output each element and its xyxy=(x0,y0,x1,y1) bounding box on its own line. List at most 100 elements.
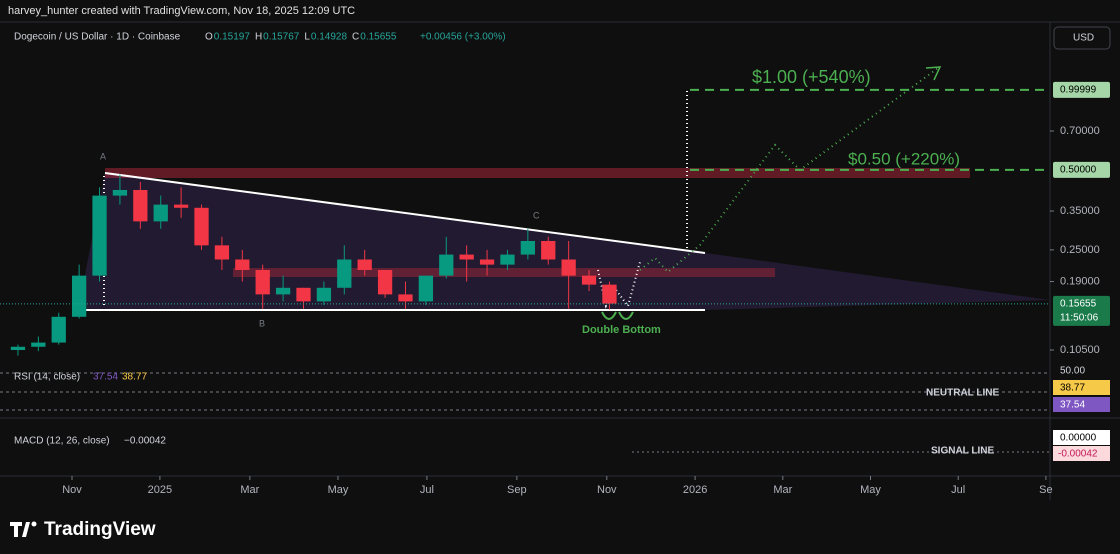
ohlc-value: 0.15767 xyxy=(263,32,300,43)
rsi-tag xyxy=(1053,397,1110,412)
candle-body xyxy=(10,346,26,351)
candle-body xyxy=(71,275,87,317)
candle-body xyxy=(520,240,535,255)
footer xyxy=(0,503,1120,549)
x-tick-label: Nov xyxy=(597,484,617,496)
candle-body xyxy=(51,316,66,343)
x-tick-label: Mar xyxy=(773,484,792,496)
ohlc-key: O xyxy=(205,32,213,43)
candle-body xyxy=(31,342,46,347)
annotation: A xyxy=(100,151,106,161)
candle-body xyxy=(337,259,352,288)
rsi-ma-tag xyxy=(1053,380,1110,395)
candle-body xyxy=(479,259,495,265)
currency[interactable]: USD xyxy=(1073,33,1094,44)
change: +0.00456 (+3.00%) xyxy=(420,32,506,43)
macd-zero-label: 0.00000 xyxy=(1060,433,1097,444)
candle-body xyxy=(275,287,291,295)
macd-note: SIGNAL LINE xyxy=(931,446,994,457)
target-tag xyxy=(1053,81,1110,98)
candle-body xyxy=(398,294,413,302)
ohlc-key: C xyxy=(352,32,359,43)
countdown: 11:50:06 xyxy=(1060,313,1099,324)
candle-body xyxy=(133,189,148,222)
triangle-fill xyxy=(78,173,1050,310)
projection-arrow xyxy=(925,66,942,81)
candle-body xyxy=(459,254,474,260)
last-price-tag xyxy=(1053,295,1110,326)
symbol: Dogecoin / US Dollar · 1D · Coinbase xyxy=(14,32,181,43)
candle-body xyxy=(418,275,434,302)
ohlc-key: H xyxy=(255,32,262,43)
ohlc-key: L xyxy=(304,32,310,43)
rsi-ma-value: 38.77 xyxy=(122,372,147,383)
macd-zero-tag xyxy=(1053,430,1110,445)
candle-body xyxy=(255,270,270,295)
x-tick-label: 2026 xyxy=(683,484,707,496)
candle-body xyxy=(214,245,230,260)
candle-body xyxy=(357,259,372,271)
x-tick-label: 2025 xyxy=(148,484,172,496)
price-pane xyxy=(10,174,617,356)
double-bottom-marks xyxy=(601,311,634,320)
x-tick-label: Mar xyxy=(240,484,259,496)
target-label: 0.99999 xyxy=(1060,84,1097,95)
logo-dot xyxy=(31,521,37,527)
annotation: Double Bottom xyxy=(582,324,661,336)
annotation: $0.50 (+220%) xyxy=(848,149,960,168)
ohlc-value: 0.15197 xyxy=(214,32,251,43)
candle-body xyxy=(602,284,617,304)
x-tick-label: Sep xyxy=(507,484,527,496)
trendline-upper xyxy=(104,172,706,254)
target-tag xyxy=(1053,161,1110,178)
x-tick-label: May xyxy=(860,484,881,496)
x-tick-label: May xyxy=(328,484,349,496)
macd-legend: MACD (12, 26, close) xyxy=(14,436,110,447)
y-tick-label: 0.10500 xyxy=(1060,344,1100,356)
macd-tag xyxy=(1053,446,1110,461)
y-tick-label: 0.70000 xyxy=(1060,125,1100,137)
candle-body xyxy=(316,287,332,302)
ohlc-legend: O 0.15197 H 0.15767 L 0.14928 C 0.15655 xyxy=(205,32,397,43)
x-tick-label: Se xyxy=(1039,484,1052,496)
annotation: C xyxy=(533,210,540,220)
annotation: $1.00 (+540%) xyxy=(752,67,871,87)
x-tick-label: Jul xyxy=(420,484,434,496)
candle-body xyxy=(541,240,556,260)
macd-value: −0.00042 xyxy=(124,436,166,447)
candle-body xyxy=(561,259,576,276)
mid-zone xyxy=(233,268,775,277)
rsi-legend: RSI (14, close) xyxy=(14,372,80,383)
ohlc-value: 0.14928 xyxy=(311,32,348,43)
candle-body xyxy=(581,275,597,285)
candle-body xyxy=(439,254,454,276)
rsi-note: NEUTRAL LINE xyxy=(926,388,999,399)
credit: harvey_hunter created with TradingView.c… xyxy=(8,5,355,17)
logo-mark xyxy=(10,522,30,537)
macd-label: -0.00042 xyxy=(1058,449,1098,460)
y-tick-label: 0.35000 xyxy=(1060,205,1100,217)
y-tick-label: 0.19000 xyxy=(1060,275,1100,287)
brand: TradingView xyxy=(44,519,156,540)
candle-body xyxy=(92,195,107,276)
candle-body xyxy=(296,287,311,302)
last-price-label: 0.15655 xyxy=(1060,299,1097,310)
rsi-value: 37.54 xyxy=(93,372,118,383)
candle-body xyxy=(173,204,189,208)
target-label: 0.50000 xyxy=(1060,164,1097,175)
rsi-neutral-label: 50.00 xyxy=(1060,366,1085,377)
candle-body xyxy=(194,207,209,246)
resistance-zone xyxy=(105,168,970,178)
candle-body xyxy=(377,270,393,295)
ohlc-value: 0.15655 xyxy=(360,32,397,43)
x-tick-label: Nov xyxy=(62,484,82,496)
rsi-ma-label: 38.77 xyxy=(1060,383,1085,394)
rsi-neutral-tag xyxy=(1053,364,1110,378)
candle-body xyxy=(112,189,128,196)
candle-body xyxy=(235,259,250,271)
candle-body xyxy=(500,254,515,265)
annotation: B xyxy=(259,318,265,328)
currency-button[interactable] xyxy=(1053,26,1111,50)
